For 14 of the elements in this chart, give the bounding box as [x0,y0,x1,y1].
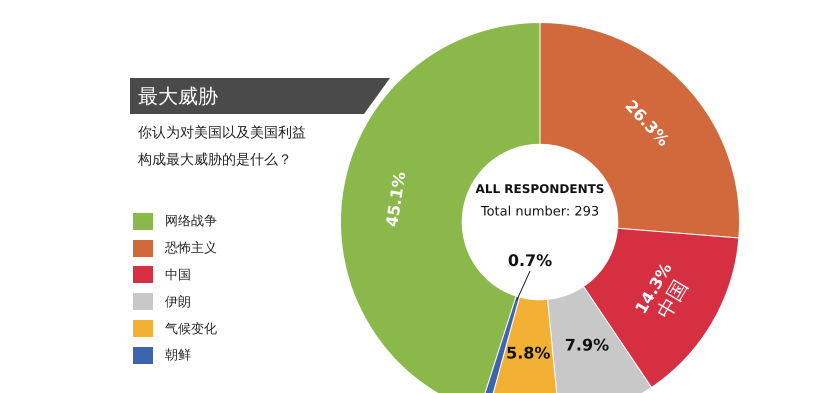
data-label: 7.9% [564,336,610,355]
data-label: 5.8% [506,343,550,362]
text: Total number: 293 [480,204,600,220]
text: 最大威胁 [130,78,390,114]
legend-label: 网络战争 [165,213,217,230]
data-label: 45.1% [382,170,410,228]
legend-label: 气候变化 [165,320,217,338]
data-label: 0.7% [508,251,552,270]
text: 你认为对美国以及美国利益构成最大威胁的是什么？ [138,124,307,170]
legend-label: 朝鲜 [165,347,191,364]
legend-label: 伊朗 [165,294,191,311]
text: ALL RESPONDENTS [476,182,604,196]
legend-label: 恐怖主义 [165,240,217,258]
legend-label: 中国 [165,266,191,284]
